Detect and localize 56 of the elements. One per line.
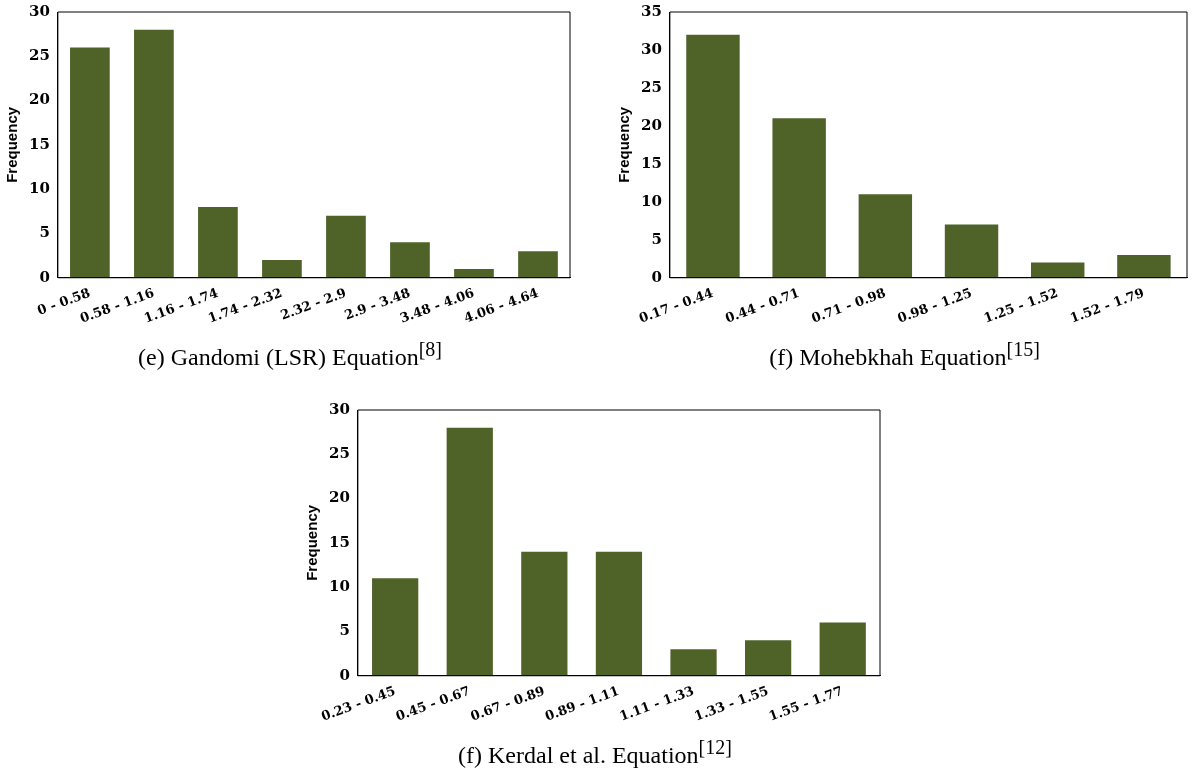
- bar: [858, 194, 913, 278]
- bar: [446, 427, 493, 676]
- y-tick-label: 30: [641, 39, 662, 58]
- x-tick-label: 1.25 - 1.52: [981, 284, 1060, 326]
- x-tick-label: 1.11 - 1.33: [617, 682, 696, 724]
- x-tick-label: 0.98 - 1.25: [895, 284, 974, 326]
- y-tick-label: 0: [651, 267, 662, 286]
- y-tick-label: 20: [29, 90, 50, 109]
- y-tick-label: 10: [641, 191, 662, 210]
- y-tick-label: 35: [641, 1, 662, 20]
- x-tick-label: 1.52 - 1.79: [1067, 284, 1147, 326]
- text: (f) Kerdal et al. Equation$^{[12]}$: [457, 736, 733, 769]
- y-tick-label: 5: [39, 223, 50, 242]
- y-tick-label: 5: [339, 621, 350, 640]
- y-tick-label: 10: [329, 577, 350, 596]
- x-tick-label: 0.17 - 0.44: [636, 284, 716, 326]
- y-tick-label: 20: [641, 115, 662, 134]
- y-tick-label: 25: [641, 77, 662, 96]
- y-tick-label: 15: [329, 532, 350, 551]
- bar: [70, 47, 110, 278]
- bar: [454, 268, 494, 278]
- y-axis-title: Frequency: [3, 106, 21, 183]
- text: (e) Gandomi (LSR) Equation$^{[8]}$: [137, 338, 443, 371]
- bar: [198, 206, 238, 278]
- bar: [1117, 254, 1171, 278]
- y-tick-label: 0: [339, 665, 350, 684]
- y-axis-title: Frequency: [615, 106, 633, 183]
- bar: [944, 224, 999, 278]
- y-tick-label: 20: [329, 488, 350, 507]
- bar: [1031, 262, 1085, 278]
- bar: [819, 622, 866, 676]
- y-tick-label: 15: [29, 134, 50, 153]
- y-tick-label: 0: [39, 267, 50, 286]
- bar: [372, 578, 419, 676]
- bar: [326, 215, 366, 278]
- y-tick-label: 25: [329, 444, 350, 463]
- bar: [521, 551, 568, 676]
- bar: [518, 251, 558, 278]
- x-tick-label: 0.71 - 0.98: [809, 284, 888, 326]
- y-tick-label: 30: [329, 399, 350, 418]
- y-axis-title: Frequency: [303, 504, 321, 581]
- text: (f) Mohebkhah Equation$^{[15]}$: [768, 338, 1041, 371]
- y-tick-label: 25: [29, 46, 50, 65]
- y-tick-label: 30: [29, 1, 50, 20]
- bar: [744, 640, 792, 676]
- bar: [390, 242, 430, 278]
- y-tick-label: 5: [651, 229, 662, 248]
- bar: [134, 29, 174, 278]
- bar: [772, 118, 826, 278]
- bar: [670, 649, 717, 676]
- y-tick-label: 15: [641, 153, 662, 172]
- bar: [262, 260, 302, 278]
- bar: [595, 551, 643, 676]
- y-tick-label: 10: [29, 179, 50, 198]
- bar: [686, 34, 740, 278]
- x-tick-label: 0.44 - 0.71: [723, 284, 802, 326]
